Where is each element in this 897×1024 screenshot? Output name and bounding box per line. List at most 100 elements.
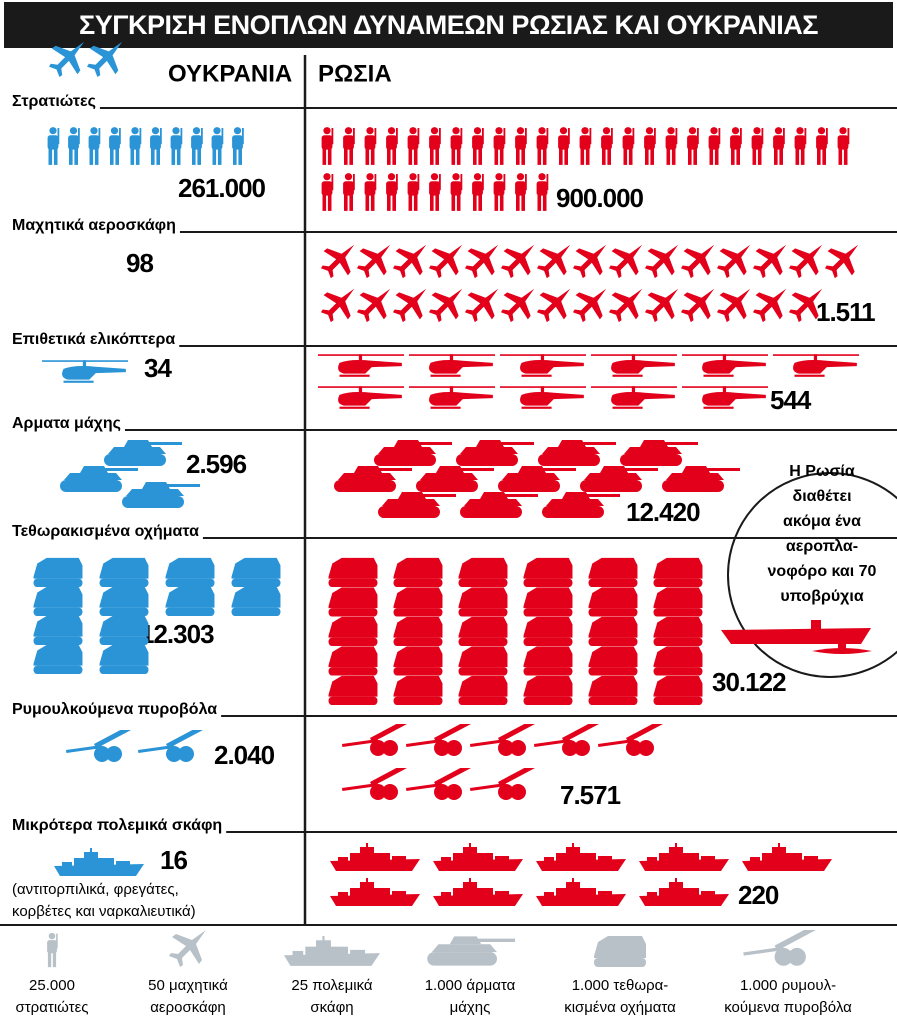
icon <box>653 675 703 706</box>
icon <box>343 173 355 211</box>
icon <box>392 288 427 323</box>
icon <box>816 127 828 165</box>
russia-value: 12.420 <box>626 497 700 527</box>
icon <box>588 646 638 676</box>
russia-value: 544 <box>770 385 812 415</box>
icon <box>165 557 215 588</box>
icon <box>129 127 142 165</box>
icon <box>588 557 638 588</box>
icon <box>393 557 443 588</box>
icon <box>498 466 576 492</box>
icon <box>500 288 535 323</box>
icon <box>33 557 83 588</box>
icon <box>608 288 643 323</box>
icon <box>500 386 586 409</box>
icon <box>328 646 378 676</box>
icon <box>534 724 611 756</box>
icon <box>342 724 419 756</box>
icon <box>653 646 703 676</box>
note-line: Η Ρωσία <box>789 463 855 480</box>
icon <box>406 768 483 800</box>
icon <box>99 586 149 617</box>
row-label: Ρυμουλκούμενα πυροβόλα <box>12 701 217 718</box>
icon <box>639 843 729 871</box>
icon <box>427 936 515 966</box>
icon <box>450 173 463 211</box>
icon <box>47 932 58 968</box>
icon <box>450 127 463 165</box>
icon <box>328 587 378 617</box>
icon <box>515 173 527 211</box>
icon <box>330 843 420 871</box>
icon <box>653 616 703 647</box>
icon <box>60 466 138 492</box>
icon <box>470 768 547 800</box>
icon <box>328 616 378 647</box>
icon <box>493 127 506 165</box>
icon <box>88 127 101 165</box>
icon <box>66 730 143 762</box>
icon <box>343 127 355 165</box>
icon <box>536 878 626 906</box>
legend-text: 1.000 ρυμουλ- <box>740 977 836 994</box>
icon <box>407 173 420 211</box>
icon <box>752 288 787 323</box>
icon <box>356 244 391 279</box>
icon <box>682 354 768 377</box>
icon <box>318 354 404 377</box>
icon <box>824 244 859 279</box>
icon <box>716 288 751 323</box>
icon <box>458 587 508 617</box>
icon <box>407 127 420 165</box>
ukraine-value: 261.000 <box>178 173 266 203</box>
icon <box>284 936 380 966</box>
icon <box>99 615 149 646</box>
icon <box>342 768 419 800</box>
legend-text: στρατιώτες <box>16 999 89 1016</box>
icon <box>364 173 377 211</box>
icon <box>730 127 742 165</box>
icon <box>99 644 149 675</box>
icon <box>456 440 534 466</box>
icon <box>393 616 443 647</box>
icon <box>374 440 452 466</box>
ukraine-value: 2.040 <box>214 740 275 770</box>
icon <box>328 557 378 588</box>
icon <box>232 127 244 165</box>
icon <box>608 244 643 279</box>
icon <box>680 288 715 323</box>
icon <box>794 127 807 165</box>
icon <box>231 557 281 588</box>
legend-text: αεροσκάφη <box>150 999 226 1016</box>
ukraine-value: 16 <box>160 845 187 875</box>
legend-text: 25.000 <box>29 977 75 994</box>
row-label: Τεθωρακισμένα οχήματα <box>12 523 199 540</box>
icon <box>682 386 768 409</box>
row-label: Επιθετικά ελικόπτερα <box>12 331 175 348</box>
icon <box>33 586 83 617</box>
icon <box>109 127 121 165</box>
icon <box>515 127 527 165</box>
icon <box>472 173 484 211</box>
icon <box>429 127 441 165</box>
icon <box>752 244 787 279</box>
ships-note: κορβέτες και ναρκαλιευτικά) <box>12 903 196 920</box>
icon <box>653 557 703 588</box>
icon <box>680 244 715 279</box>
icon <box>536 127 549 165</box>
icon <box>356 288 391 323</box>
icon <box>523 675 573 706</box>
icon <box>523 616 573 647</box>
icon <box>580 466 658 492</box>
icon <box>742 843 832 871</box>
russia-value: 900.000 <box>556 183 644 213</box>
icon <box>165 586 215 617</box>
ukraine-value: 98 <box>126 248 153 278</box>
legend-text: 25 πολεμικά <box>291 977 373 994</box>
icon <box>588 675 638 706</box>
icon <box>493 173 506 211</box>
icon <box>231 586 281 617</box>
icon <box>588 616 638 647</box>
icon <box>169 930 206 967</box>
icon <box>470 724 547 756</box>
